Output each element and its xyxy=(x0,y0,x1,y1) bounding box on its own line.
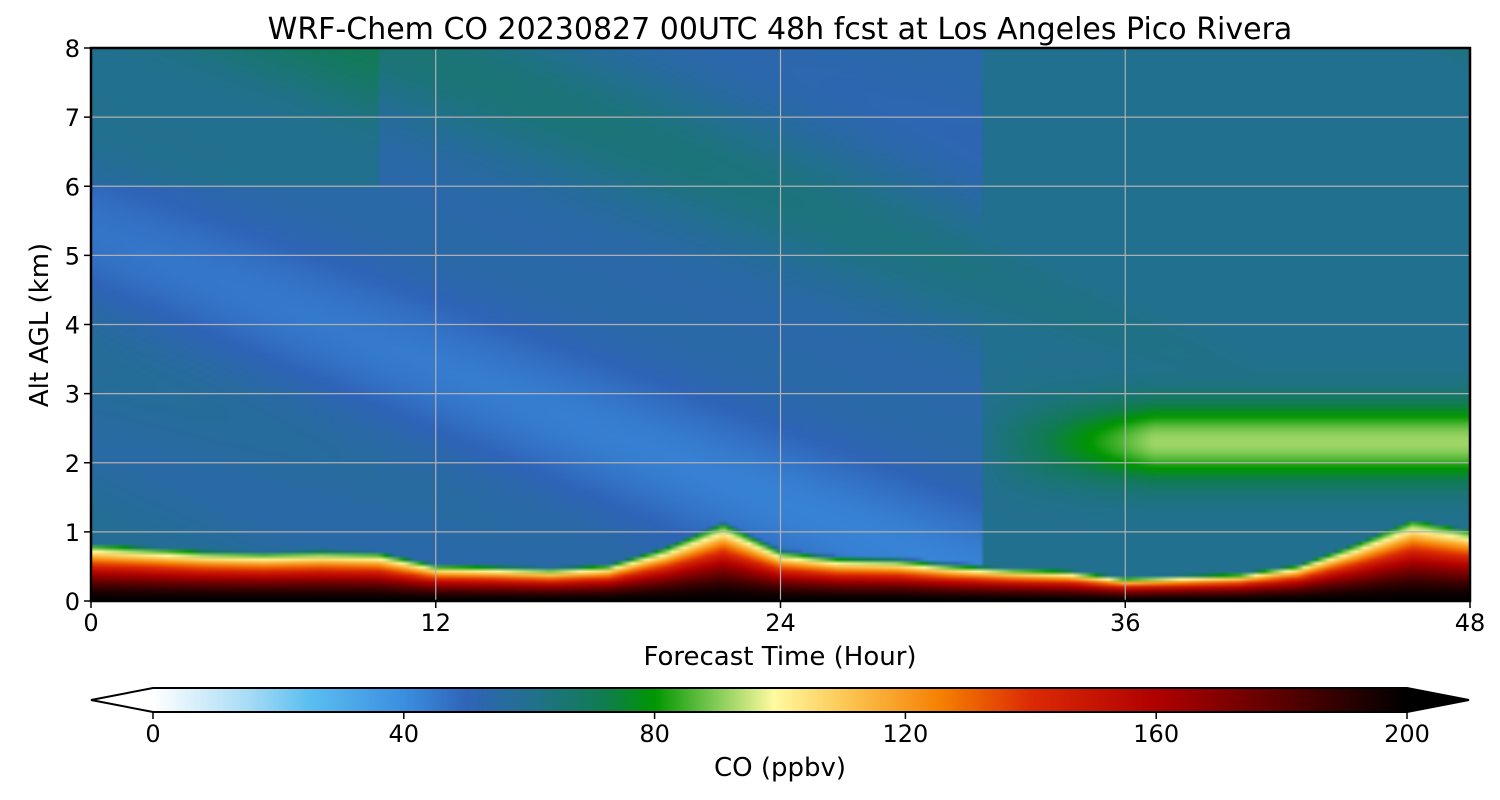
y-tick-label: 4 xyxy=(65,312,80,340)
chart-title: WRF-Chem CO 20230827 00UTC 48h fcst at L… xyxy=(268,12,1293,47)
x-tick-label: 48 xyxy=(1455,609,1486,637)
x-axis-label: Forecast Time (Hour) xyxy=(643,642,916,672)
y-axis-label: Alt AGL (km) xyxy=(25,243,55,407)
x-tick-label: 12 xyxy=(420,609,451,637)
colorbar-extend-high xyxy=(1407,688,1469,712)
grid-lines xyxy=(91,48,1470,601)
y-tick-label: 7 xyxy=(65,104,80,132)
colorbar-tick-label: 200 xyxy=(1384,720,1430,748)
colorbar-label: CO (ppbv) xyxy=(714,753,846,783)
colorbar-tick-label: 80 xyxy=(639,720,670,748)
colorbar-gradient xyxy=(153,688,1407,712)
colorbar-tick-label: 0 xyxy=(145,720,160,748)
y-tick-label: 6 xyxy=(65,173,80,201)
x-tick-label: 24 xyxy=(765,609,796,637)
colorbar-tick-label: 40 xyxy=(389,720,420,748)
y-tick-label: 2 xyxy=(65,450,80,478)
colorbar: 0 40 80 120 160 200 xyxy=(90,687,1470,748)
x-tick-label: 0 xyxy=(83,609,98,637)
y-tick-label: 5 xyxy=(65,242,80,270)
colorbar-tick-label: 160 xyxy=(1133,720,1179,748)
x-tick-label: 36 xyxy=(1110,609,1141,637)
x-axis-ticks: 0 12 24 36 48 xyxy=(83,601,1485,637)
y-tick-label: 0 xyxy=(65,588,80,616)
colorbar-ticks: 0 40 80 120 160 200 xyxy=(145,712,1430,748)
y-axis-ticks: 0 1 2 3 4 5 6 7 8 xyxy=(65,35,91,616)
y-tick-label: 3 xyxy=(65,381,80,409)
y-tick-label: 1 xyxy=(65,519,80,547)
y-tick-label: 8 xyxy=(65,35,80,63)
colorbar-extend-low xyxy=(91,688,153,712)
colorbar-tick-label: 120 xyxy=(882,720,928,748)
